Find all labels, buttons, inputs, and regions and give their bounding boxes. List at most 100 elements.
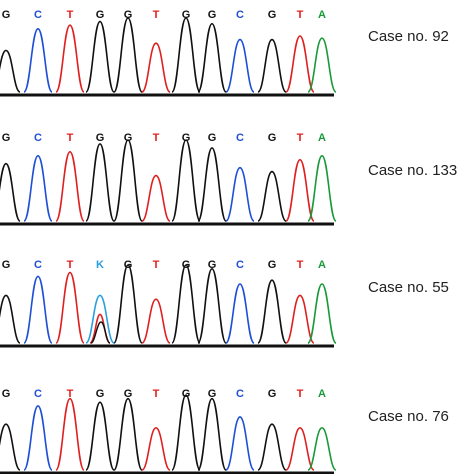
peak-g-minor (90, 321, 111, 344)
base-letter: T (67, 9, 74, 21)
peak-t (285, 35, 315, 93)
peak-t (55, 151, 85, 222)
base-letter: T (153, 259, 160, 271)
peak-g (85, 401, 115, 471)
peak-a (307, 154, 337, 222)
base-letter: T (297, 9, 304, 21)
base-letter: T (297, 259, 304, 271)
peak-g (113, 139, 143, 222)
peak-t (55, 397, 85, 471)
peak-g (171, 139, 201, 222)
base-letter: G (96, 388, 105, 400)
base-letter: C (34, 9, 42, 21)
peak-t (55, 271, 85, 344)
base-letter: A (318, 388, 326, 400)
case-label-55: Case no. 55 (368, 279, 449, 296)
peak-g (171, 264, 201, 344)
case-label-133: Case no. 133 (368, 162, 458, 179)
base-letter: T (297, 388, 304, 400)
base-letter: C (34, 388, 42, 400)
base-letter: G (96, 9, 105, 21)
base-letter: G (268, 259, 277, 271)
peak-t (141, 427, 171, 471)
peak-g (113, 17, 143, 93)
peak-c (225, 416, 255, 471)
peak-g (257, 170, 287, 222)
base-letter: C (236, 259, 244, 271)
peak-g (171, 394, 201, 471)
case-label-76: Case no. 76 (368, 408, 449, 425)
base-letter: G (208, 132, 217, 144)
peak-c (23, 27, 53, 93)
base-letter: G (182, 388, 191, 400)
peak-t (141, 298, 171, 344)
peak-g (113, 264, 143, 344)
base-letter: G (182, 132, 191, 144)
base-letter: K (96, 259, 104, 271)
base-letter: G (2, 259, 11, 271)
base-letter: G (182, 9, 191, 21)
base-letter: T (67, 388, 74, 400)
base-letter: C (236, 9, 244, 21)
peak-c (23, 275, 53, 344)
peak-g (171, 17, 201, 93)
base-letter: G (268, 9, 277, 21)
peak-t (141, 174, 171, 222)
peak-g (257, 279, 287, 344)
base-letter: C (34, 259, 42, 271)
base-letter: C (236, 132, 244, 144)
base-letter: G (208, 9, 217, 21)
peak-g (85, 20, 115, 93)
peak-g (197, 147, 227, 222)
base-letter: T (153, 132, 160, 144)
peak-c (225, 38, 255, 93)
base-letter: G (96, 132, 105, 144)
base-letter: G (268, 132, 277, 144)
base-letter: A (318, 132, 326, 144)
base-letter: G (268, 388, 277, 400)
peak-c (23, 154, 53, 222)
peak-c (225, 166, 255, 222)
peak-g (197, 267, 227, 344)
peak-c (225, 283, 255, 344)
base-letter: T (67, 132, 74, 144)
peak-g (257, 423, 287, 471)
peak-t (55, 24, 85, 93)
base-letter: A (318, 9, 326, 21)
peak-g (257, 38, 287, 93)
peak-g (85, 143, 115, 222)
case-label-92: Case no. 92 (368, 28, 449, 45)
peak-g (0, 49, 21, 93)
base-letter: G (124, 388, 133, 400)
base-letter: C (34, 132, 42, 144)
peak-t (285, 294, 315, 344)
peak-g (0, 423, 21, 471)
peak-a (307, 37, 337, 93)
base-letter: T (297, 132, 304, 144)
peak-g (0, 294, 21, 344)
base-letter: T (67, 259, 74, 271)
base-letter: T (153, 388, 160, 400)
base-letter: G (208, 388, 217, 400)
peak-c (23, 405, 53, 471)
base-letter: G (2, 388, 11, 400)
base-letter: T (153, 9, 160, 21)
base-letter: A (318, 259, 326, 271)
base-letter: G (124, 132, 133, 144)
peak-g (0, 162, 21, 222)
peak-a (307, 283, 337, 344)
peak-k (85, 294, 115, 344)
base-letter: G (2, 9, 11, 21)
base-letter: G (124, 9, 133, 21)
peak-t (285, 158, 315, 222)
peak-g (197, 22, 227, 93)
peak-a (307, 427, 337, 471)
base-letter: G (2, 132, 11, 144)
peak-t (141, 42, 171, 93)
base-letter: C (236, 388, 244, 400)
